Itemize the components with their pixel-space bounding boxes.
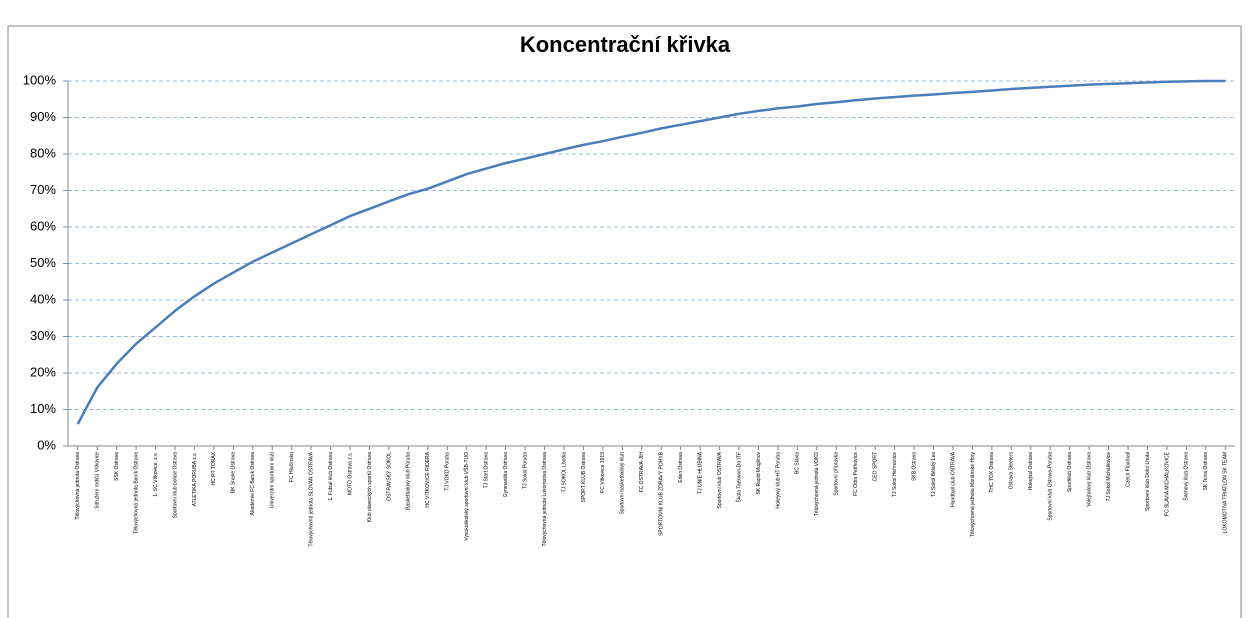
x-tick-label: Vysokoškolský sportovní klub VŠB-TUO bbox=[463, 452, 470, 541]
y-tick-label: 0% bbox=[37, 437, 56, 452]
y-tick-label: 20% bbox=[30, 364, 56, 379]
x-tick-label: TJ Sokol Michálkovice bbox=[1106, 452, 1112, 502]
x-tick-label: Tělovýchovná jednota Baník Ostrava bbox=[133, 452, 139, 534]
x-tick-label: Šachový klub Ostrava bbox=[1183, 452, 1190, 501]
x-tick-label: FC Hlučínsko bbox=[289, 452, 295, 482]
y-tick-label: 70% bbox=[30, 182, 56, 197]
x-tick-label: SKB Ostrava bbox=[911, 452, 917, 481]
x-tick-label: Klub plaveckých sportů Ostrava bbox=[366, 452, 373, 523]
x-tick-label: TJ UNIE HLUBINA bbox=[697, 451, 703, 494]
y-tick-label: 90% bbox=[30, 109, 56, 124]
y-tick-label: 100% bbox=[23, 72, 57, 87]
x-tick-label: HC RT TORAX bbox=[211, 451, 217, 485]
x-tick-label: Hokejový klub HT Poruba bbox=[775, 452, 781, 509]
x-tick-label: SK Tenis Ostrava bbox=[1203, 452, 1209, 491]
x-tick-label: FC Vítkovice 1919 bbox=[600, 452, 606, 493]
x-tick-label: 1. Futsal klub Ostrava bbox=[328, 452, 334, 501]
x-tick-label: SPORT KLUB Ostrava bbox=[581, 452, 587, 503]
x-tick-label: Czech Floorball bbox=[1125, 452, 1131, 487]
x-tick-label: LOKOMOTIVA TRIATLON SK TEAM bbox=[1223, 452, 1229, 533]
x-tick-label: THC TOX Ostrava bbox=[989, 452, 995, 493]
x-tick-label: TJ VOKD Poruba bbox=[445, 452, 451, 491]
x-tick-label: TJ Sokol Heřmanice bbox=[892, 452, 898, 497]
x-tick-label: Sportovní klub policie Ostrava bbox=[172, 452, 178, 519]
x-tick-label: OSTRAVSKÝ SOKOL bbox=[385, 452, 392, 501]
x-tick-label: SPORTOVNÍ KLUB ZDRAVÝ POHYB bbox=[658, 451, 665, 536]
x-tick-label: TJ Sokol Bělský Les bbox=[931, 452, 937, 498]
x-tick-label: Sportovní klub Ostrava-Poruba bbox=[1048, 452, 1054, 521]
x-tick-label: TJ Sokol Poruba bbox=[522, 452, 528, 489]
x-tick-label: BK Snake Ostrava bbox=[231, 452, 237, 493]
x-tick-label: MOTO Ostrava z.s. bbox=[347, 452, 353, 495]
y-tick-label: 80% bbox=[30, 145, 56, 160]
x-tick-label: Akademie FC Baník Ostrava bbox=[250, 452, 256, 516]
y-tick-label: 40% bbox=[30, 291, 56, 306]
x-tick-label: Univerzitní sportovní klub bbox=[270, 452, 276, 508]
x-tick-label: Sportovní klub Dolní Lhota bbox=[1145, 452, 1151, 511]
x-tick-label: SSK Ostrava bbox=[114, 452, 120, 481]
x-tick-label: ATLETIKA PORUBA z.s. bbox=[192, 452, 198, 506]
y-tick-label: 60% bbox=[30, 218, 56, 233]
x-tick-label: BC Slavia bbox=[795, 452, 801, 474]
y-tick-label: 50% bbox=[30, 255, 56, 270]
x-tick-label: Sportklub Ostrava bbox=[1067, 452, 1073, 492]
x-tick-label: Škola Taekwon-Do ITF bbox=[735, 452, 742, 502]
x-tick-label: Ostrava Steelers bbox=[1009, 452, 1015, 490]
x-tick-label: Gymnastika Ostrava bbox=[503, 452, 509, 498]
x-tick-label: Tělovýchovná jednota VOKD bbox=[814, 452, 820, 517]
x-tick-label: Sportovní basketbalový klub bbox=[620, 452, 626, 515]
data-line bbox=[76, 79, 1226, 425]
x-tick-label: Eden Ostrava bbox=[678, 452, 684, 483]
chart-title: Koncentrační křivka bbox=[520, 32, 731, 57]
x-tick-label: Volejbalový klub Ostrava bbox=[1086, 452, 1092, 507]
x-tick-label: CEO SPORT bbox=[873, 452, 879, 481]
x-tick-label: HC VÍTKOVICE RIDERA bbox=[424, 451, 431, 507]
x-tick-label: Basketbalový klub Poruba bbox=[406, 452, 412, 510]
x-tick-label: Sportovní přípravka bbox=[834, 452, 840, 496]
x-tick-label: FC Odra Petřkovice bbox=[853, 452, 859, 496]
x-tick-label: 1. SC Vítkovice, z.s. bbox=[153, 452, 159, 497]
x-tick-label: Tělovýchovná jednota Lokomotiva Ostrava bbox=[542, 452, 548, 547]
x-tick-label: TJ Start Ostrava bbox=[484, 452, 490, 489]
x-tick-label: SK Rapid Muglinov bbox=[756, 452, 762, 495]
x-tick-label: Sportovní klub OSTRAVA bbox=[717, 451, 723, 508]
x-tick-label: Handball club OSTRAVA bbox=[950, 451, 956, 507]
chart-frame bbox=[7, 25, 1242, 618]
x-tick-label: Hokejbal Ostrava bbox=[1028, 452, 1034, 491]
x-tick-label: Tělovýchovná jednota Ostrava bbox=[75, 452, 81, 520]
x-tick-label: FC SLAVIA MICHÁLKOVICE bbox=[1163, 451, 1170, 516]
x-tick-label: Sdružení rodičů Vítkovice bbox=[94, 452, 101, 509]
x-tick-label: Tělovýchovná jednota SLOVAN OSTRAVA bbox=[308, 451, 314, 546]
x-tick-label: Tělovýchovná jednota Mariánské Hory bbox=[970, 452, 976, 538]
x-tick-label: TJ SOKOL Lhotka bbox=[561, 452, 567, 493]
y-tick-label: 30% bbox=[30, 328, 56, 343]
y-tick-label: 10% bbox=[30, 401, 56, 416]
x-tick-label: FC OSTRAVA-JIH bbox=[639, 452, 645, 493]
